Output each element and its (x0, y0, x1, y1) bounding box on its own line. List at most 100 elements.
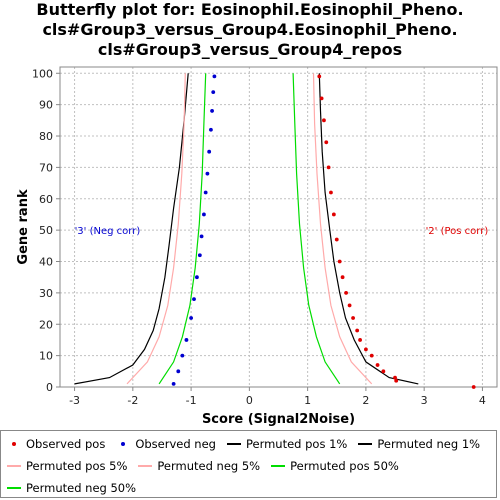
legend-item-perm-pos-5: Permuted pos 5% (7, 459, 127, 473)
data-point (207, 149, 212, 154)
data-point (344, 290, 348, 295)
legend-label: Permuted pos 1% (245, 437, 348, 451)
series-line (158, 73, 207, 385)
y-tick-label: 10 (39, 350, 53, 363)
data-point (195, 275, 199, 280)
legend-item-perm-pos-50: Permuted pos 50% (271, 459, 399, 473)
series (74, 73, 476, 389)
y-tick-label: 20 (39, 318, 53, 331)
series-line (74, 73, 189, 385)
legend-label: Permuted neg 5% (157, 459, 261, 473)
data-point (209, 127, 213, 132)
data-point (337, 259, 342, 264)
legend-item-perm-neg-1: Permuted neg 1% (358, 437, 480, 451)
corr-annotation: '2' (Pos corr) (426, 226, 489, 237)
chart-title: Butterfly plot for: Eosinophil.Eosinophi… (0, 0, 500, 60)
y-tick-label: 50 (39, 224, 53, 237)
y-tick-label: 30 (39, 287, 53, 300)
data-point (347, 303, 352, 308)
data-point (393, 375, 397, 380)
legend-item-perm-neg-50: Permuted neg 50% (7, 481, 136, 495)
chart-title-line-3: cls#Group3_versus_Group4_repos (97, 40, 403, 59)
chart-title-line-2: cls#Group3_versus_Group4.Eosinophil_Phen… (42, 20, 458, 39)
annotations: '3' (Neg corr) '2' (Pos corr) (75, 226, 489, 237)
legend-label: Permuted pos 5% (26, 459, 128, 473)
data-point (329, 190, 333, 195)
data-point (212, 74, 217, 79)
data-point (364, 347, 368, 352)
y-tick-label: 40 (39, 256, 53, 269)
data-point (180, 353, 185, 358)
data-point (369, 353, 374, 358)
data-point (199, 234, 204, 239)
legend: Observed pos Observed neg Permuted pos 1… (0, 430, 497, 498)
legend-label: Observed pos (26, 437, 106, 451)
x-tick-label: -3 (69, 394, 80, 407)
legend-swatch (138, 461, 153, 471)
data-point (324, 140, 329, 145)
y-tick-label: 70 (39, 161, 53, 174)
legend-swatch (358, 439, 373, 449)
legend-label: Observed neg (135, 437, 216, 451)
data-point (334, 237, 339, 242)
data-point (184, 338, 189, 342)
y-axis-label: Gene rank (16, 189, 31, 265)
legend-label: Permuted pos 50% (290, 459, 399, 473)
x-tick-label: 3 (421, 394, 428, 407)
series-line (292, 73, 341, 385)
data-point (317, 74, 322, 79)
y-tick-label: 0 (46, 381, 53, 394)
data-point (211, 90, 216, 94)
legend-item-perm-neg-5: Permuted neg 5% (138, 459, 260, 473)
legend-row-2: Permuted pos 5% Permuted neg 5% Permuted… (7, 459, 410, 473)
legend-swatch (7, 461, 21, 471)
data-point (381, 369, 386, 374)
x-tick-label: 4 (479, 394, 486, 407)
legend-item-observed-pos: Observed pos (7, 437, 105, 451)
legend-label: Permuted neg 1% (377, 437, 481, 451)
data-point (189, 316, 194, 320)
data-point (171, 381, 176, 386)
legend-swatch (271, 461, 286, 471)
plot-frame (59, 66, 498, 388)
data-point (203, 190, 208, 195)
data-point (471, 385, 476, 389)
x-tick-label: 1 (304, 394, 311, 407)
data-point (351, 316, 355, 320)
chart-title-line-1: Butterfly plot for: Eosinophil.Eosinophi… (36, 0, 464, 19)
data-point (355, 328, 360, 333)
data-point (176, 369, 181, 374)
legend-swatch (116, 439, 130, 449)
y-tick-label: 90 (39, 99, 53, 112)
data-point (358, 338, 362, 342)
data-point (192, 297, 196, 302)
series-line (312, 73, 373, 385)
data-point (202, 212, 206, 217)
data-point (394, 378, 399, 383)
legend-swatch (7, 483, 21, 493)
data-point (210, 109, 214, 113)
x-tick-label: 0 (246, 394, 253, 407)
legend-item-perm-pos-1: Permuted pos 1% (226, 437, 348, 451)
x-tick-label: 2 (362, 394, 369, 407)
series-line (318, 73, 419, 385)
legend-swatch (7, 439, 21, 449)
y-tick-label: 80 (39, 130, 53, 143)
grid (60, 67, 497, 388)
legend-label: Permuted neg 50% (26, 481, 137, 495)
x-tick-label: -2 (127, 394, 138, 407)
data-point (331, 212, 336, 217)
data-point (375, 363, 380, 367)
series-line (126, 73, 186, 385)
legend-item-observed-neg: Observed neg (116, 437, 216, 451)
data-point (197, 253, 202, 258)
x-axis-label: Score (Signal2Noise) (202, 412, 355, 427)
data-point (205, 171, 210, 176)
legend-row-3: Permuted neg 50% (7, 481, 147, 495)
corr-annotation: '3' (Neg corr) (75, 226, 141, 237)
x-tick-label: -1 (186, 394, 197, 407)
data-point (319, 96, 324, 101)
legend-row-1: Observed pos Observed neg Permuted pos 1… (7, 437, 491, 451)
